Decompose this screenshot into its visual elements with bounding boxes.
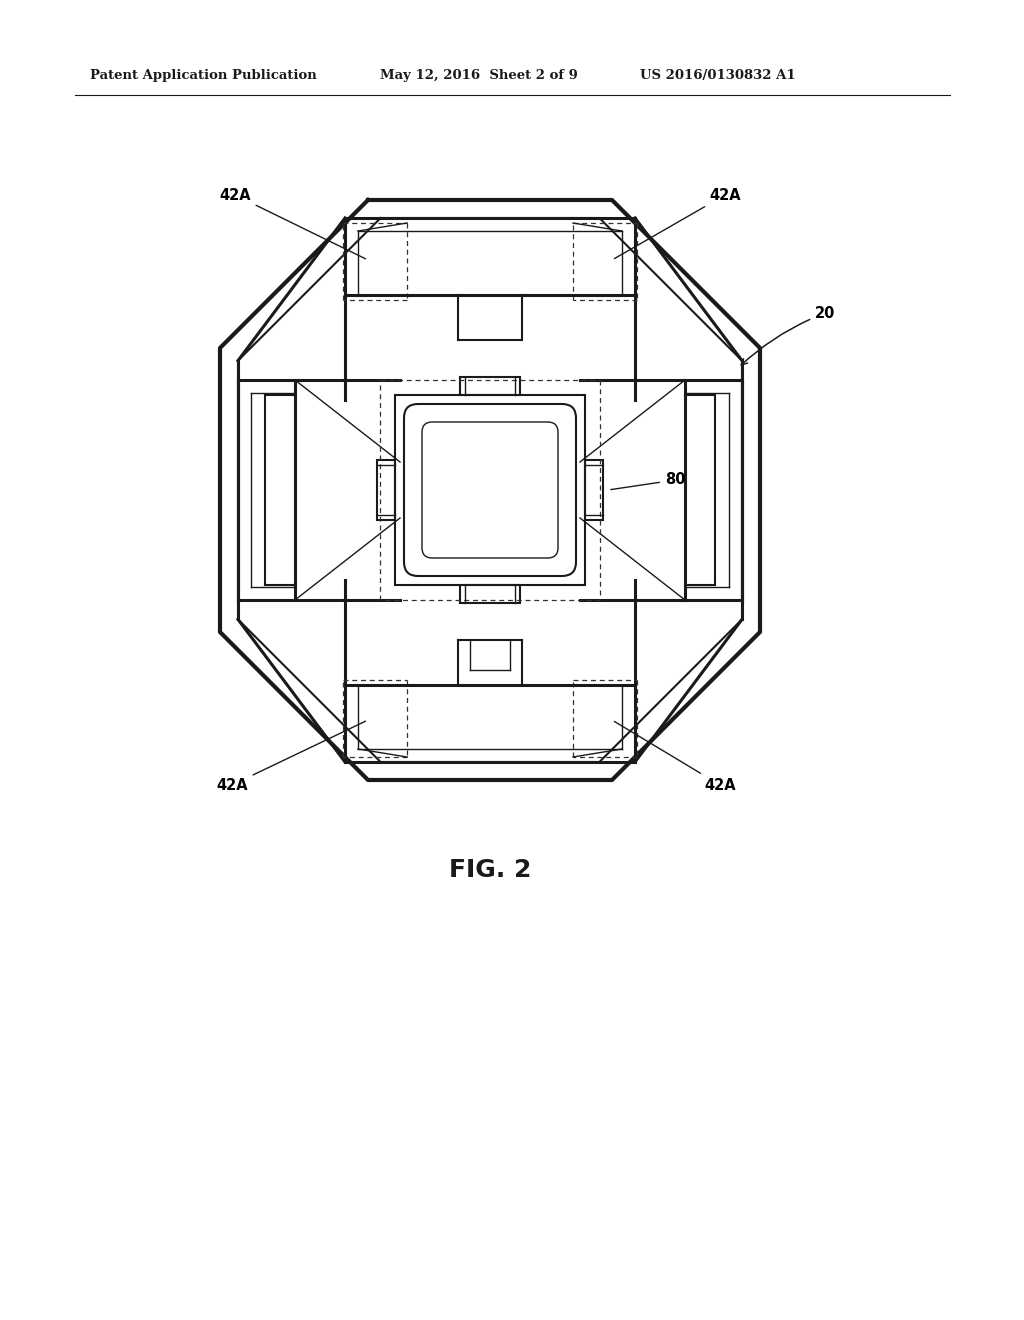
Text: 42A: 42A [614,187,740,259]
Text: Patent Application Publication: Patent Application Publication [90,69,316,82]
Text: US 2016/0130832 A1: US 2016/0130832 A1 [640,69,796,82]
Bar [395,395,585,585]
Text: May 12, 2016  Sheet 2 of 9: May 12, 2016 Sheet 2 of 9 [380,69,578,82]
Text: 42A: 42A [216,721,366,792]
Text: 80: 80 [610,473,685,490]
Text: 42A: 42A [219,187,366,259]
Text: 20: 20 [741,305,836,364]
Bar [377,459,395,520]
Text: 42A: 42A [614,722,736,792]
Bar [460,378,520,395]
Bar [585,459,603,520]
Bar [460,585,520,603]
Text: FIG. 2: FIG. 2 [449,858,531,882]
